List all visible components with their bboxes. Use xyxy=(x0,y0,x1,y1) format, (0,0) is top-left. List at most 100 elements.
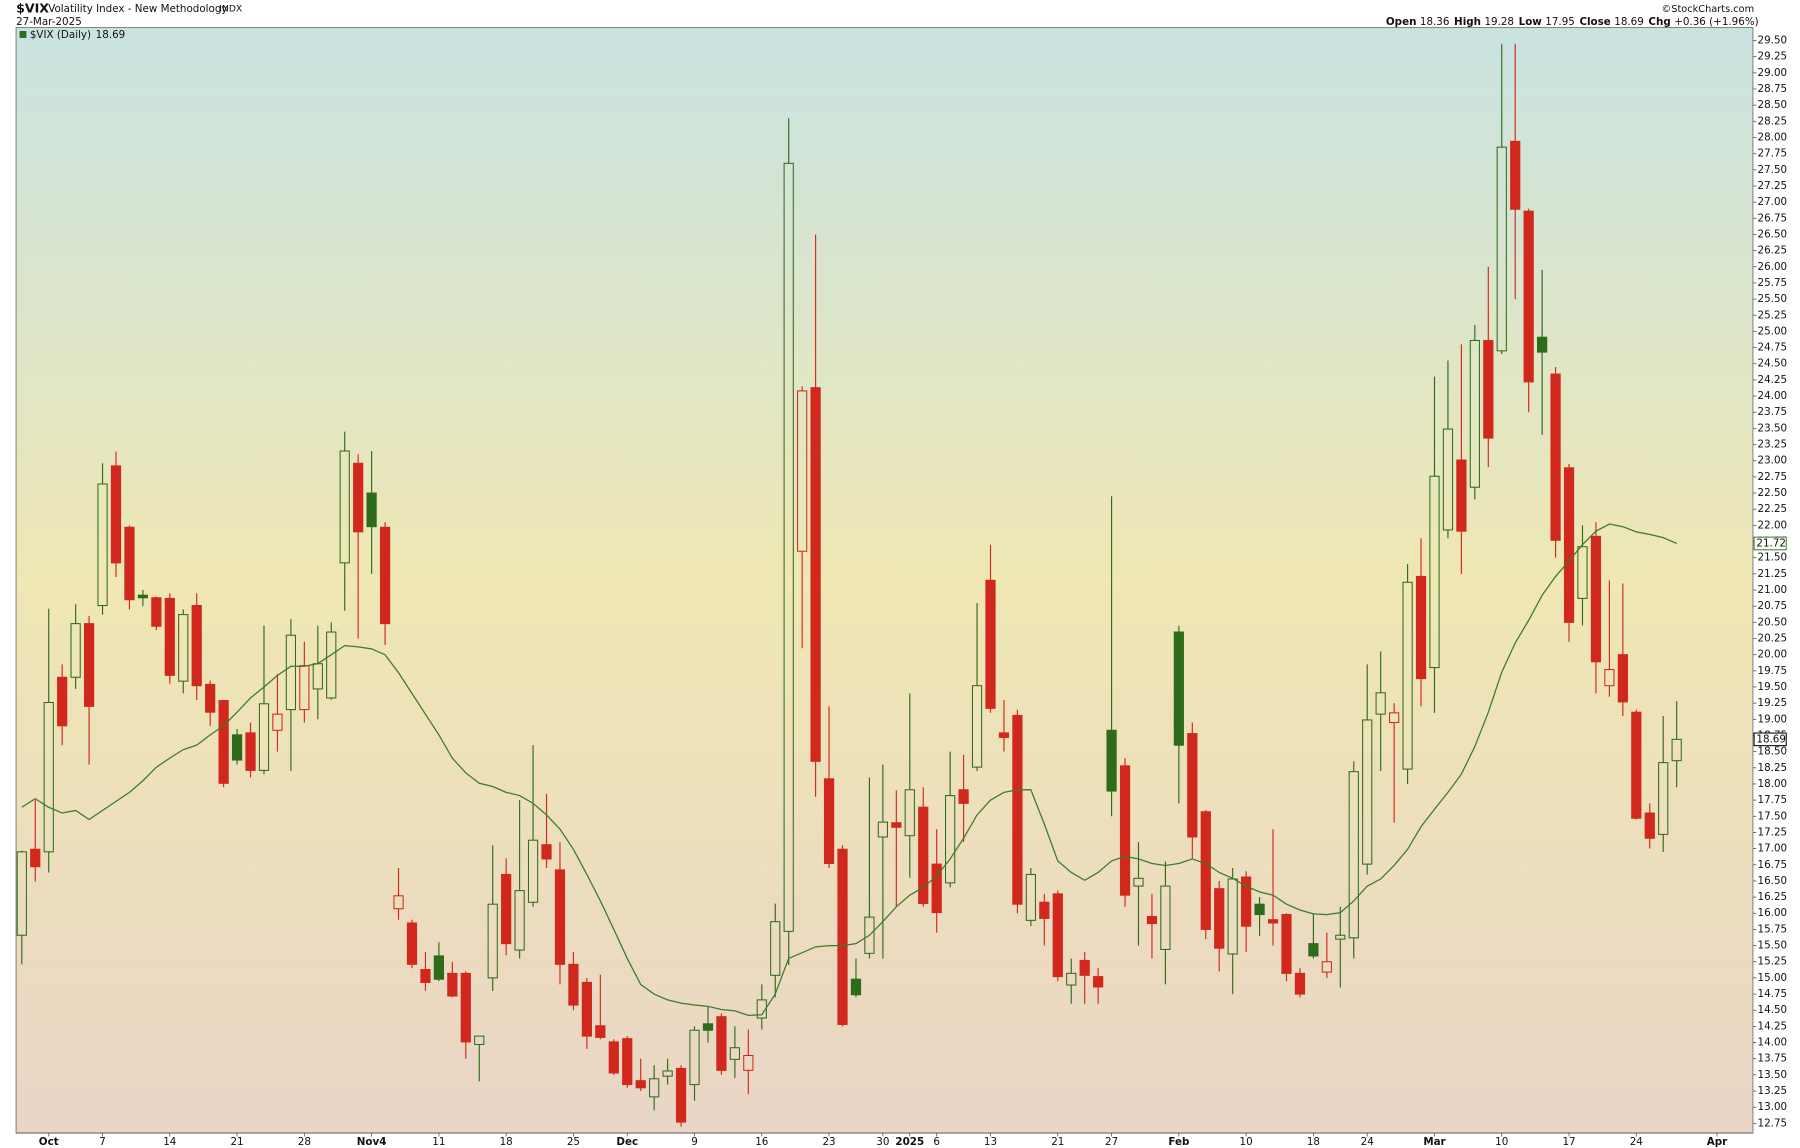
x-tick-label: Oct xyxy=(39,1136,59,1148)
candle-body xyxy=(985,579,996,709)
candle-body xyxy=(393,895,404,910)
y-tick-label: 15.75 xyxy=(1758,923,1788,935)
candle-body xyxy=(406,922,418,965)
candle-body xyxy=(1294,972,1306,995)
candle-body xyxy=(326,631,337,699)
candle-body xyxy=(110,465,122,564)
candle-body xyxy=(379,526,391,625)
x-tick-label: 23 xyxy=(822,1136,835,1148)
candle-body xyxy=(1214,888,1225,949)
y-tick-label: 20.75 xyxy=(1758,600,1788,612)
candle-body xyxy=(1267,919,1279,924)
quote-value: 19.28 xyxy=(1484,16,1514,28)
candle-body xyxy=(1281,914,1292,974)
candle-body xyxy=(783,162,794,932)
y-tick-label: 29.25 xyxy=(1758,51,1788,63)
x-tick-label: Nov4 xyxy=(357,1136,387,1148)
y-tick-label: 20.50 xyxy=(1758,616,1788,628)
candle-body xyxy=(1308,943,1319,957)
candle-body xyxy=(527,839,539,903)
y-tick-label: 19.75 xyxy=(1758,665,1788,677)
y-tick-label: 17.00 xyxy=(1758,843,1788,855)
quote-value: 17.95 xyxy=(1545,16,1575,28)
x-tick-label: 11 xyxy=(432,1136,445,1148)
moving-average xyxy=(21,523,1677,1017)
candle-body xyxy=(770,921,781,976)
candle-body xyxy=(1442,428,1454,531)
y-tick-label: 28.75 xyxy=(1758,83,1788,95)
y-tick-label: 27.00 xyxy=(1758,196,1788,208)
y-tick-label: 21.25 xyxy=(1758,568,1788,580)
candle-body xyxy=(1146,915,1158,925)
y-tick-label: 15.50 xyxy=(1758,940,1788,952)
chart-title: $VIX xyxy=(16,1,49,16)
candle-body xyxy=(124,526,135,601)
x-tick-label: Mar xyxy=(1423,1136,1446,1148)
y-tick-label: 25.00 xyxy=(1758,325,1788,337)
legend: $VIX (Daily) 18.69 xyxy=(19,29,125,41)
candle-body xyxy=(1200,811,1211,930)
quote-value: 18.69 xyxy=(1614,16,1644,28)
x-tick-label: 6 xyxy=(933,1136,940,1148)
y-tick-label: 16.50 xyxy=(1758,875,1788,887)
candle-body xyxy=(675,1067,687,1123)
quote-label: Chg xyxy=(1648,16,1670,28)
candle-body xyxy=(1590,535,1602,663)
x-tick-label: 14 xyxy=(163,1136,176,1148)
candle-body xyxy=(581,981,592,1037)
chart-subtitle: Volatility Index - New Methodology xyxy=(48,3,227,15)
value-box xyxy=(1753,732,1787,747)
candle-body xyxy=(823,778,835,864)
candle-body xyxy=(1335,934,1346,940)
candle-body xyxy=(891,822,902,828)
y-tick-label: 18.25 xyxy=(1758,762,1788,774)
y-tick-label: 16.25 xyxy=(1758,891,1788,903)
candle-body xyxy=(1039,901,1050,919)
y-tick-label: 23.00 xyxy=(1758,455,1788,467)
candle-body xyxy=(1658,762,1669,835)
y-tick-label: 24.25 xyxy=(1758,374,1788,386)
y-tick-label: 26.25 xyxy=(1758,245,1788,257)
y-tick-label: 14.75 xyxy=(1758,988,1788,1000)
candle-body xyxy=(501,873,512,945)
candle-body xyxy=(164,597,175,676)
y-tick-label: 24.75 xyxy=(1758,342,1788,354)
candle-body xyxy=(971,685,983,768)
legend-name: $VIX (Daily) xyxy=(30,29,91,41)
y-tick-label: 13.75 xyxy=(1758,1053,1788,1065)
candle-body xyxy=(447,972,458,997)
x-tick-label: 18 xyxy=(500,1136,513,1148)
candle-body xyxy=(608,1041,619,1074)
source: ©StockCharts.com xyxy=(1662,4,1755,15)
candle-body xyxy=(1402,581,1413,770)
y-tick-label: 18.50 xyxy=(1758,746,1788,758)
plot-area xyxy=(15,27,1754,1134)
y-tick-label: 26.00 xyxy=(1758,261,1788,273)
candle-body xyxy=(595,1025,606,1038)
quote-label: Open xyxy=(1386,16,1417,28)
candle-body xyxy=(945,795,956,884)
candle-body xyxy=(1617,654,1628,703)
y-tick-label: 27.75 xyxy=(1758,148,1788,160)
y-tick-label: 28.25 xyxy=(1758,115,1788,127)
candle-body xyxy=(1537,336,1548,353)
candle-body xyxy=(662,1070,673,1077)
y-tick-label: 12.75 xyxy=(1758,1117,1788,1129)
candle-body xyxy=(1631,711,1642,819)
y-tick-label: 29.00 xyxy=(1758,67,1788,79)
candle-body xyxy=(850,978,862,996)
candle-body xyxy=(514,890,525,951)
x-tick-label: 13 xyxy=(984,1136,997,1148)
candle-body xyxy=(285,634,297,711)
candle-body xyxy=(137,594,149,599)
quote-value: 18.36 xyxy=(1420,16,1450,28)
quote-label: Low xyxy=(1519,16,1543,28)
candle-body xyxy=(1160,885,1171,950)
x-tick-label: 27 xyxy=(1105,1136,1118,1148)
y-tick-label: 22.25 xyxy=(1758,503,1788,515)
candle-body xyxy=(245,732,256,771)
candle-body xyxy=(1227,878,1238,955)
y-tick-label: 15.25 xyxy=(1758,956,1788,968)
y-tick-label: 17.25 xyxy=(1758,826,1788,838)
candle-body xyxy=(231,734,243,761)
